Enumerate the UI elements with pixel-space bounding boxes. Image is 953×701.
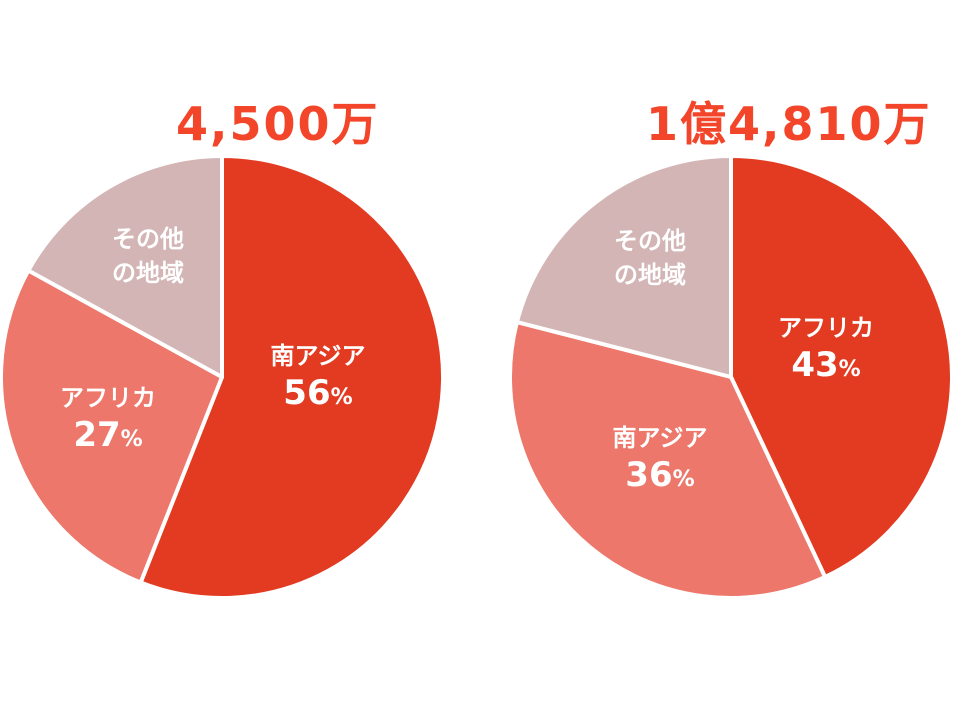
label-south-asia-left: 南アジア 56%: [270, 340, 365, 419]
slice-name-line1: その他: [614, 227, 686, 255]
slice-name: アフリカ: [778, 314, 874, 342]
label-africa-left: アフリカ 27%: [60, 382, 156, 461]
slice-percent: 36%: [625, 455, 695, 495]
label-other-left: その他 の地域: [112, 222, 184, 290]
slice-name: アフリカ: [60, 384, 156, 412]
chart-title-right: 1億4,810万: [646, 97, 932, 151]
slice-name: 南アジア: [270, 342, 366, 370]
slice-name-line2: の地域: [614, 261, 686, 289]
slice-name-line2: の地域: [112, 259, 184, 287]
slice-percent: 27%: [73, 415, 143, 455]
pie-slice-right-1: [508, 320, 828, 600]
pie-slice-left-0: [138, 154, 445, 600]
slice-percent: 56%: [283, 373, 353, 413]
label-other-right: その他 の地域: [614, 224, 686, 292]
pie-slice-right-0: [729, 154, 953, 579]
label-south-asia-right: 南アジア 36%: [612, 422, 707, 501]
chart-title-left: 4,500万: [176, 97, 380, 151]
pie-slice-right-2: [514, 154, 733, 379]
slice-name-line1: その他: [112, 225, 184, 253]
slice-percent: 43%: [791, 345, 861, 385]
label-africa-right: アフリカ 43%: [778, 312, 874, 391]
pie-slice-left-2: [26, 154, 224, 379]
slice-name: 南アジア: [612, 424, 708, 452]
